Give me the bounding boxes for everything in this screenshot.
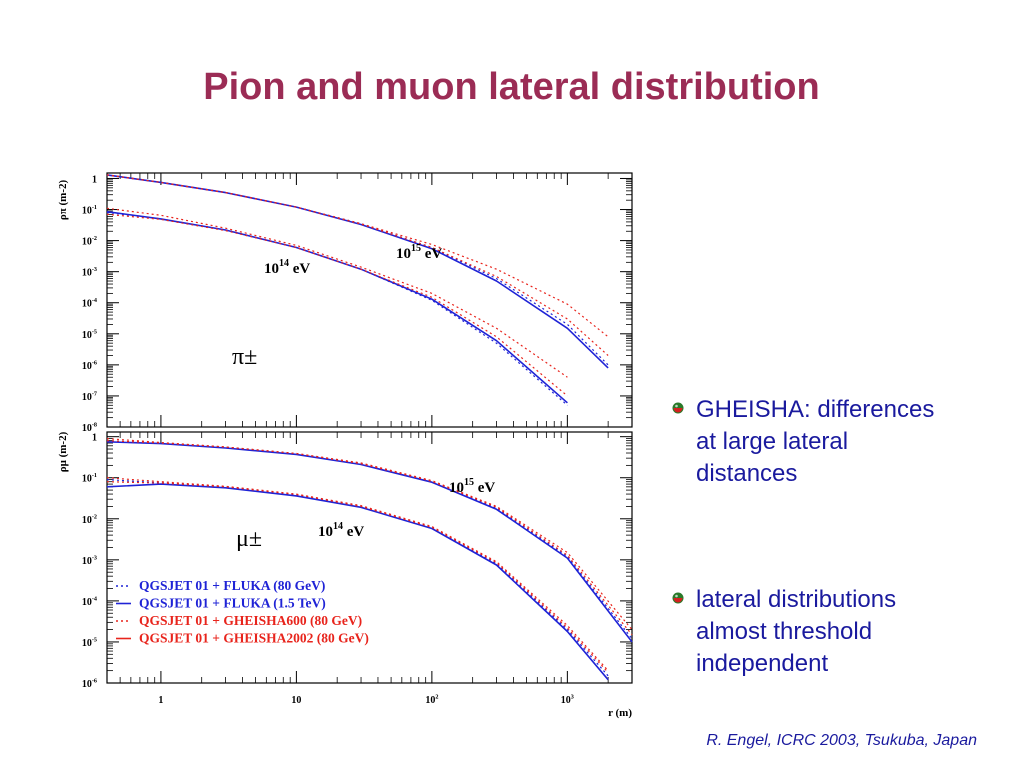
plot-frame bbox=[106, 172, 633, 428]
legend-label: QGSJET 01 + FLUKA (1.5 TeV) bbox=[139, 596, 326, 611]
series-line bbox=[106, 440, 633, 636]
y-tick-label: 10-6 bbox=[82, 359, 97, 372]
y-axis-label: ρμ (m-2) bbox=[57, 431, 69, 472]
y-tick-label: 10-8 bbox=[82, 422, 97, 435]
y-tick-label: 10-1 bbox=[82, 204, 97, 217]
y-tick-label: 10-6 bbox=[82, 678, 97, 691]
credit-line: R. Engel, ICRC 2003, Tsukuba, Japan bbox=[706, 732, 977, 749]
energy-annotation: 1014 eV bbox=[318, 521, 364, 540]
legend-label: QGSJET 01 + FLUKA (80 GeV) bbox=[139, 578, 325, 593]
series-line bbox=[106, 174, 609, 338]
y-tick-label: 10-3 bbox=[82, 266, 97, 279]
series-line bbox=[106, 207, 568, 378]
y-tick-label: 10-5 bbox=[82, 328, 97, 341]
series-line bbox=[106, 211, 568, 406]
y-tick-label: 1 bbox=[92, 433, 97, 444]
series-line bbox=[106, 213, 568, 397]
y-axis-label: ρπ (m-2) bbox=[57, 180, 69, 221]
muon-panel: 1 10-1 10-2 10-3 10-4 10-5 10-6 ρμ (m-2) 1015 eV… bbox=[57, 431, 633, 691]
y-tick-label: 10-4 bbox=[82, 595, 97, 608]
legend-label: QGSJET 01 + GHEISHA600 (80 GeV) bbox=[139, 613, 362, 628]
bullet-text: GHEISHA: differences at large lateral di… bbox=[696, 396, 935, 487]
series-line bbox=[106, 441, 633, 643]
bullet-ball-icon bbox=[672, 592, 684, 604]
series-line bbox=[106, 477, 609, 672]
energy-annotation: 1015 eV bbox=[449, 477, 495, 496]
y-tick-label: 10-2 bbox=[82, 513, 97, 526]
pion-panel: 1 10-1 10-2 10-3 10-4 10-5 10-6 10-7 10-8 ρπ (m-2… bbox=[57, 172, 633, 435]
y-tick-label: 10-2 bbox=[82, 235, 97, 248]
series-line bbox=[106, 210, 568, 404]
y-tick-label: 10-1 bbox=[82, 472, 97, 485]
series-line bbox=[106, 174, 609, 356]
series-line bbox=[106, 483, 609, 681]
x-tick-label: 10 bbox=[291, 695, 301, 706]
bullet-item: GHEISHA: differences at large lateral di… bbox=[672, 394, 946, 490]
energy-annotation: 1015 eV bbox=[396, 243, 442, 262]
slide-title: Pion and muon lateral distribution bbox=[203, 66, 820, 108]
x-tick-label: 102 bbox=[425, 694, 438, 707]
series-line bbox=[106, 174, 609, 366]
plot-frame bbox=[106, 431, 633, 684]
y-tick-label: 10-5 bbox=[82, 636, 97, 649]
x-tick-label: 1 bbox=[158, 695, 163, 706]
particle-label: μ± bbox=[236, 526, 262, 552]
x-axis-label: r (m) bbox=[608, 707, 632, 719]
x-tick-label: 103 bbox=[561, 694, 574, 707]
series-line bbox=[106, 481, 609, 673]
particle-label: π± bbox=[232, 344, 257, 370]
bullet-item: lateral distributions almost threshold i… bbox=[672, 584, 946, 680]
energy-annotation: 1014 eV bbox=[264, 258, 310, 277]
y-tick-label: 1 bbox=[92, 174, 97, 185]
series-line bbox=[106, 174, 609, 369]
y-tick-label: 10-4 bbox=[82, 297, 97, 310]
bullet-ball-icon bbox=[672, 402, 684, 414]
x-axis: 1 10 102 103 r (m) bbox=[158, 694, 632, 720]
y-tick-label: 10-7 bbox=[82, 390, 97, 403]
y-tick-label: 10-3 bbox=[82, 554, 97, 567]
legend-label: QGSJET 01 + GHEISHA2002 (80 GeV) bbox=[139, 631, 369, 646]
bullet-text: lateral distributions almost threshold i… bbox=[696, 586, 897, 677]
